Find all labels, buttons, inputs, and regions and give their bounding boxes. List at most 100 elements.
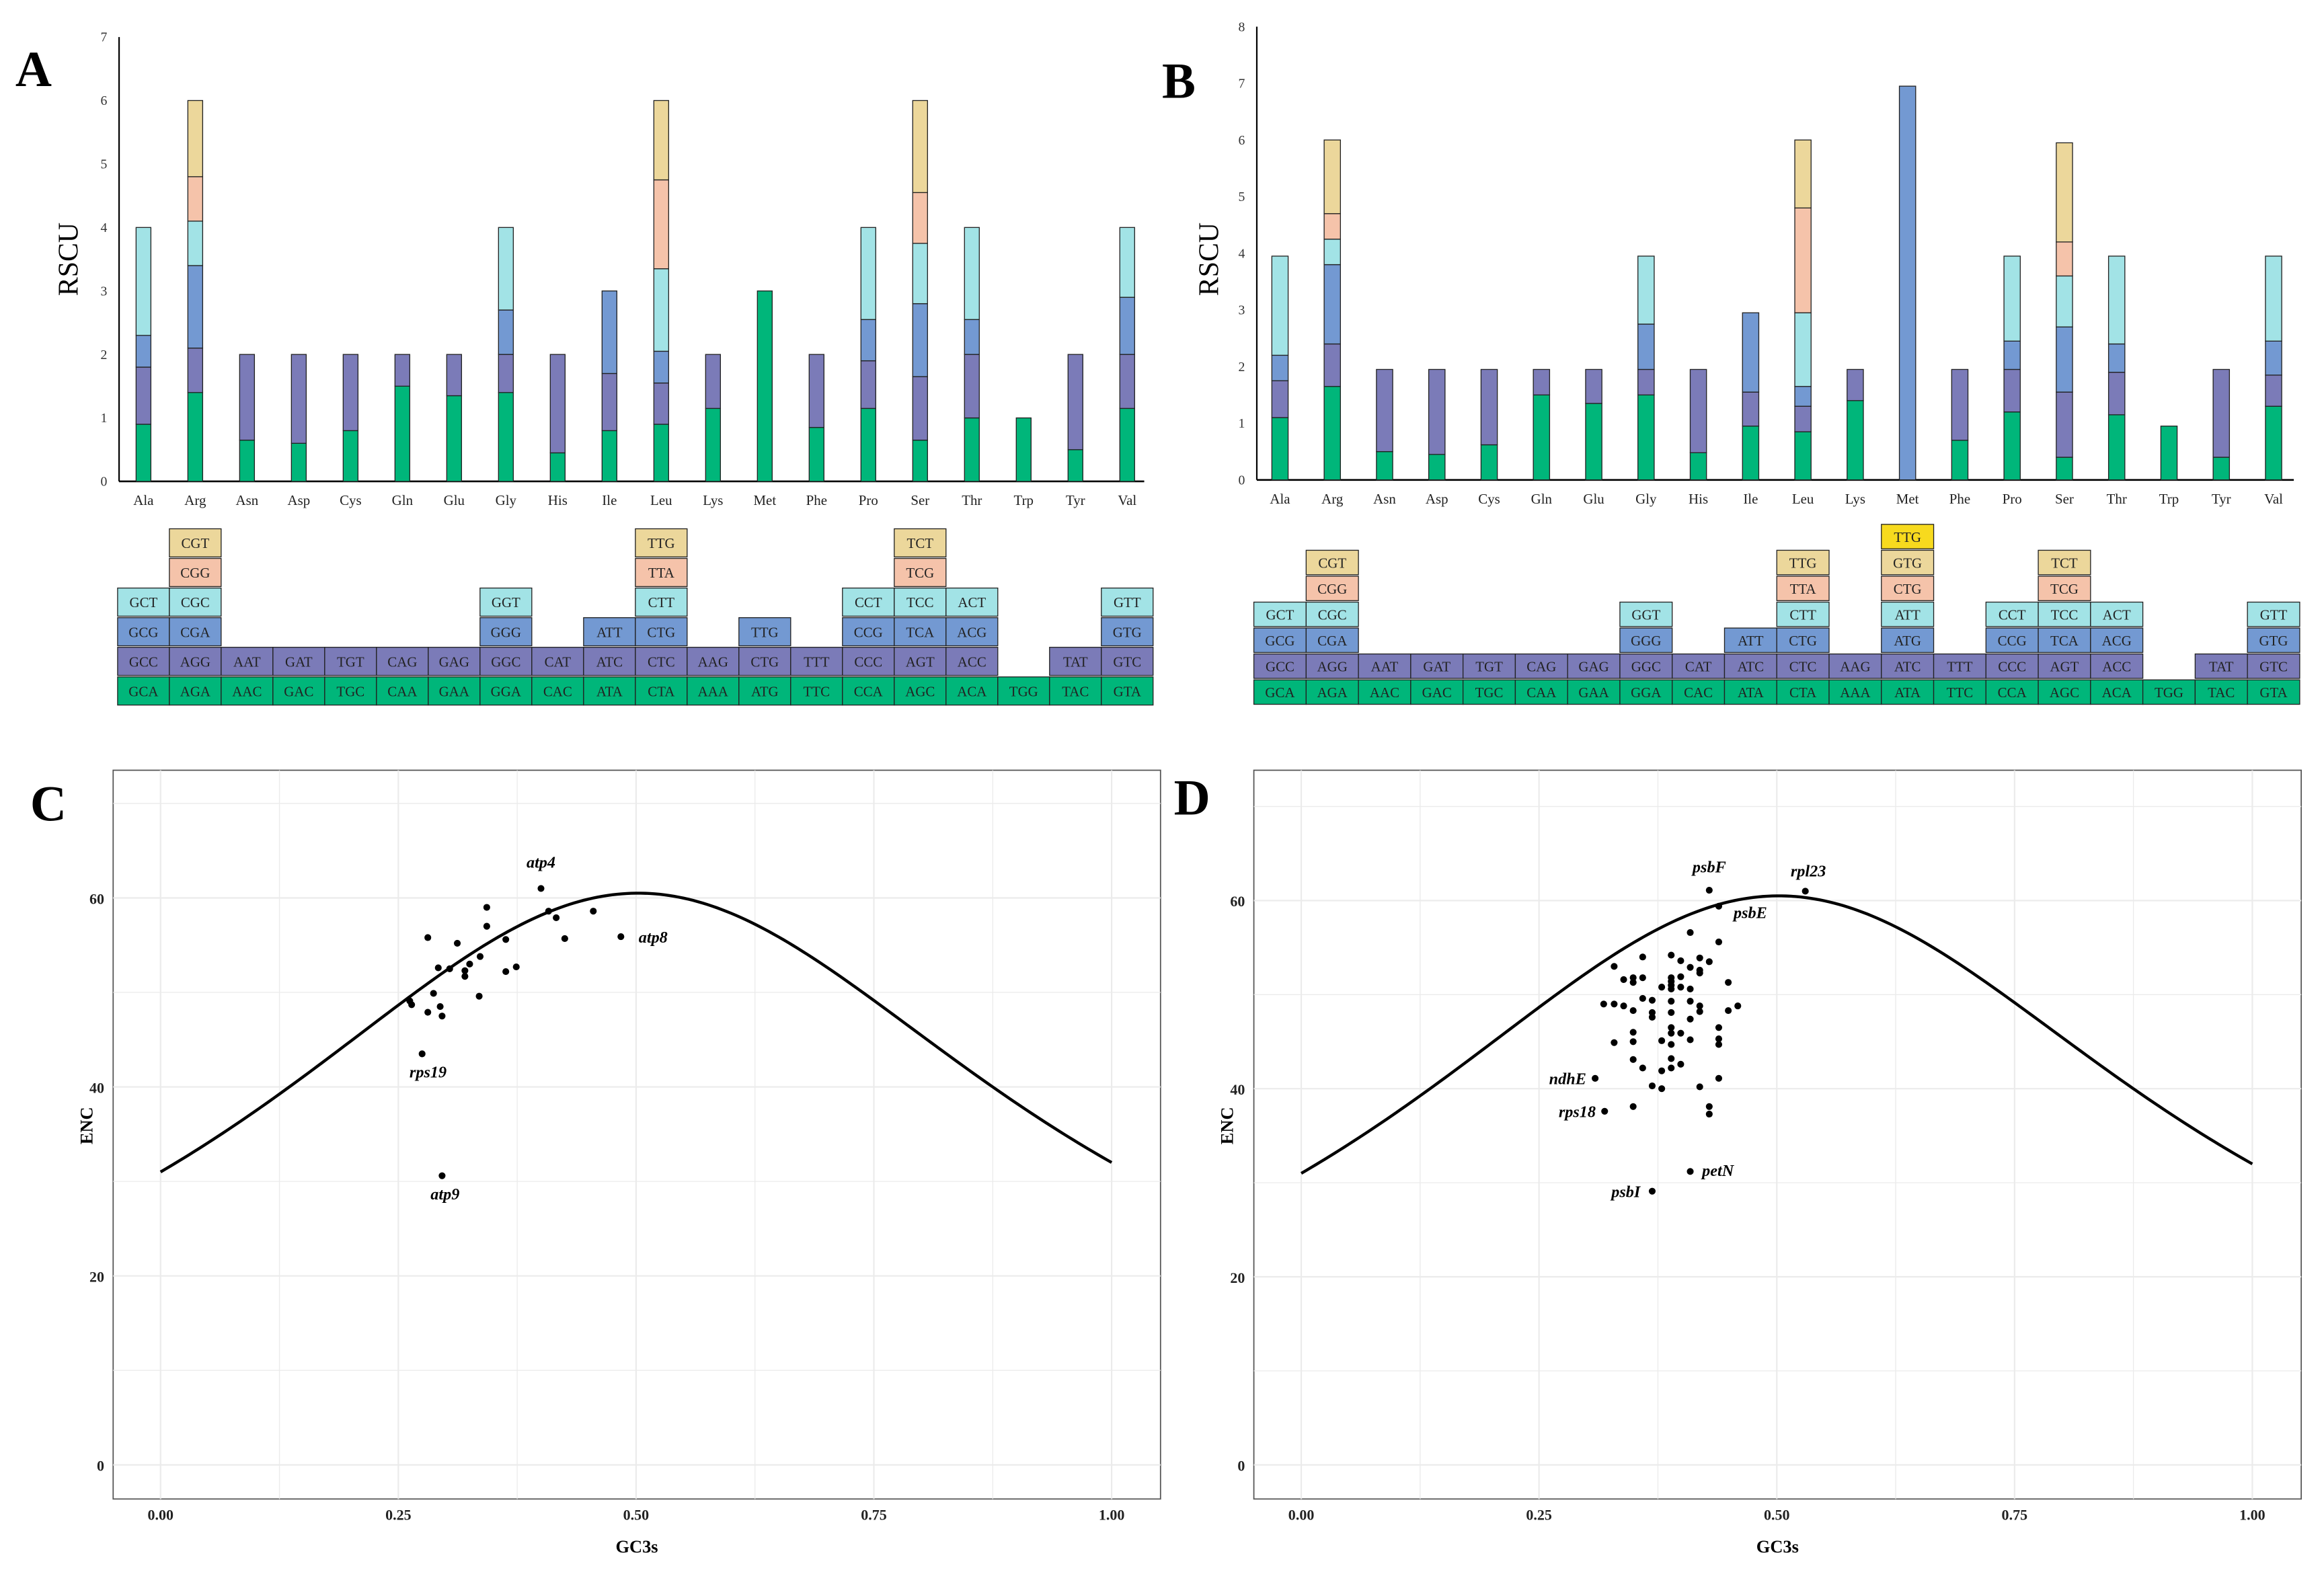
y-tick-label: 0: [1237, 1458, 1245, 1474]
x-category-label: Met: [1896, 491, 1919, 507]
bar-segment-tgt: [1480, 368, 1498, 446]
bar-segment-gtt: [1119, 227, 1135, 298]
bar-segment-gtg: [2265, 340, 2282, 376]
codon-label: GCC: [1266, 659, 1294, 675]
codon-cell: [1253, 627, 1307, 654]
codon-label: GTC: [2259, 659, 2288, 675]
codon-label: AAT: [1371, 659, 1399, 675]
codon-cell: [2038, 601, 2091, 627]
codon-label: ACT: [958, 594, 986, 610]
x-category-label: Val: [1118, 492, 1136, 508]
codon-cell: [1776, 679, 1830, 705]
codon-label: CAA: [1526, 684, 1556, 701]
gene-point: [1687, 1036, 1694, 1043]
codon-cell: [2247, 679, 2300, 705]
x-category-label: Tyr: [1066, 492, 1085, 508]
codon-label: GAG: [439, 654, 469, 670]
codon-label: GTG: [2259, 633, 2288, 649]
codon-label: TCA: [2050, 633, 2079, 649]
y-tick-label: 40: [89, 1079, 104, 1096]
bar-segment-gcc: [1271, 380, 1289, 418]
y-tick-label: 8: [1238, 19, 1245, 34]
expected-enc-curve: [1300, 894, 2253, 1175]
x-axis-title: GC3s: [1756, 1536, 1799, 1557]
codon-label: CTG: [750, 654, 779, 670]
codon-cell: [169, 587, 222, 617]
x-category-label: Glu: [1583, 491, 1604, 507]
x-category-label: Gln: [1531, 491, 1553, 507]
codon-label: CCT: [855, 594, 882, 610]
codon-cell: [894, 676, 947, 706]
bar-segment-caa: [1533, 394, 1551, 481]
gene-point: [1677, 984, 1684, 991]
codon-label: GCT: [129, 594, 157, 610]
x-category-label: His: [1689, 491, 1708, 507]
bar-segment-tcc: [912, 243, 928, 305]
codon-label: AAC: [232, 683, 262, 699]
codon-label: ATT: [596, 624, 623, 640]
gene-point: [1696, 954, 1703, 961]
gene-point: [1611, 1039, 1618, 1046]
y-tick-label: 0: [1238, 473, 1245, 487]
gene-point: [1639, 974, 1646, 982]
bar-segment-caa: [394, 385, 411, 482]
codon-label: GGC: [491, 654, 520, 670]
gene-point: [434, 964, 442, 972]
gene-point: [436, 1003, 444, 1011]
codon-label: GCC: [129, 654, 158, 670]
bar-segment-agg: [187, 348, 204, 393]
codon-cell: [1101, 647, 1154, 676]
codon-cell: [2142, 679, 2196, 705]
codon-cell: [479, 617, 533, 647]
codon-cell: [583, 676, 636, 706]
codon-label: TGC: [336, 683, 364, 699]
codon-label: TAT: [1063, 654, 1088, 670]
codon-label: CCC: [1998, 659, 2026, 675]
y-tick-label: 20: [89, 1268, 104, 1285]
x-tick-label: 0.25: [1526, 1506, 1552, 1523]
codon-cell: [324, 676, 377, 706]
gene-point: [1687, 1015, 1694, 1023]
x-category-label: Cys: [1478, 491, 1500, 507]
codon-cell: [1305, 601, 1359, 627]
gene-point: [1611, 1000, 1618, 1008]
codon-label: ATA: [1738, 684, 1764, 701]
bar-segment-aaa: [705, 407, 721, 482]
panel-label-d: D: [1174, 771, 1210, 826]
bar-segment-gca: [135, 424, 152, 482]
codon-cell: [583, 647, 636, 676]
codon-label: TCC: [906, 594, 934, 610]
gene-label: atp8: [639, 929, 668, 947]
bar-segment-aac: [239, 439, 256, 482]
codon-label: GTT: [1114, 594, 1141, 610]
bar-segment-acg: [2107, 343, 2126, 373]
codon-cell: [1410, 653, 1464, 679]
codon-label: CTA: [1789, 684, 1816, 701]
panel-a-rscu-chart: 0 1 2 3 4 5 6 7 RSCU GCA GCC GCG GCT Ala AGA AGG CGA CGC C…: [53, 30, 1154, 706]
gene-point: [1629, 1103, 1637, 1110]
gene-point: [590, 908, 597, 915]
codon-label: TAC: [2208, 684, 2235, 701]
codon-label: CGG: [1317, 581, 1347, 597]
gene-point: [1668, 998, 1675, 1005]
bar-segment-tct: [912, 100, 928, 194]
codon-cell: [1723, 679, 1777, 705]
codon-cell: [1619, 627, 1673, 654]
codon-cell: [1776, 627, 1830, 654]
bar-segment-cag: [1533, 368, 1551, 396]
x-tick-label: 0.00: [1288, 1506, 1315, 1523]
codon-cell: [1776, 549, 1830, 576]
codon-cell: [1305, 576, 1359, 601]
codon-label: AAA: [1840, 684, 1870, 701]
codon-cell: [635, 617, 688, 647]
bar-segment-cgc: [187, 221, 204, 266]
bar-segment-ctt: [1794, 312, 1812, 387]
codon-label: GAT: [1423, 659, 1450, 675]
panel-c-enc-plot: 0.00 0.25 0.50 0.75 1.00 0 20 40 60 GC3s ENC atp4 at…: [76, 769, 1161, 1557]
codon-cell: [2090, 601, 2144, 627]
bar-segment-gct: [1271, 255, 1289, 356]
x-tick-label: 1.00: [1099, 1506, 1125, 1523]
codon-cell: [1672, 679, 1726, 705]
codon-cell: [1985, 653, 2039, 679]
